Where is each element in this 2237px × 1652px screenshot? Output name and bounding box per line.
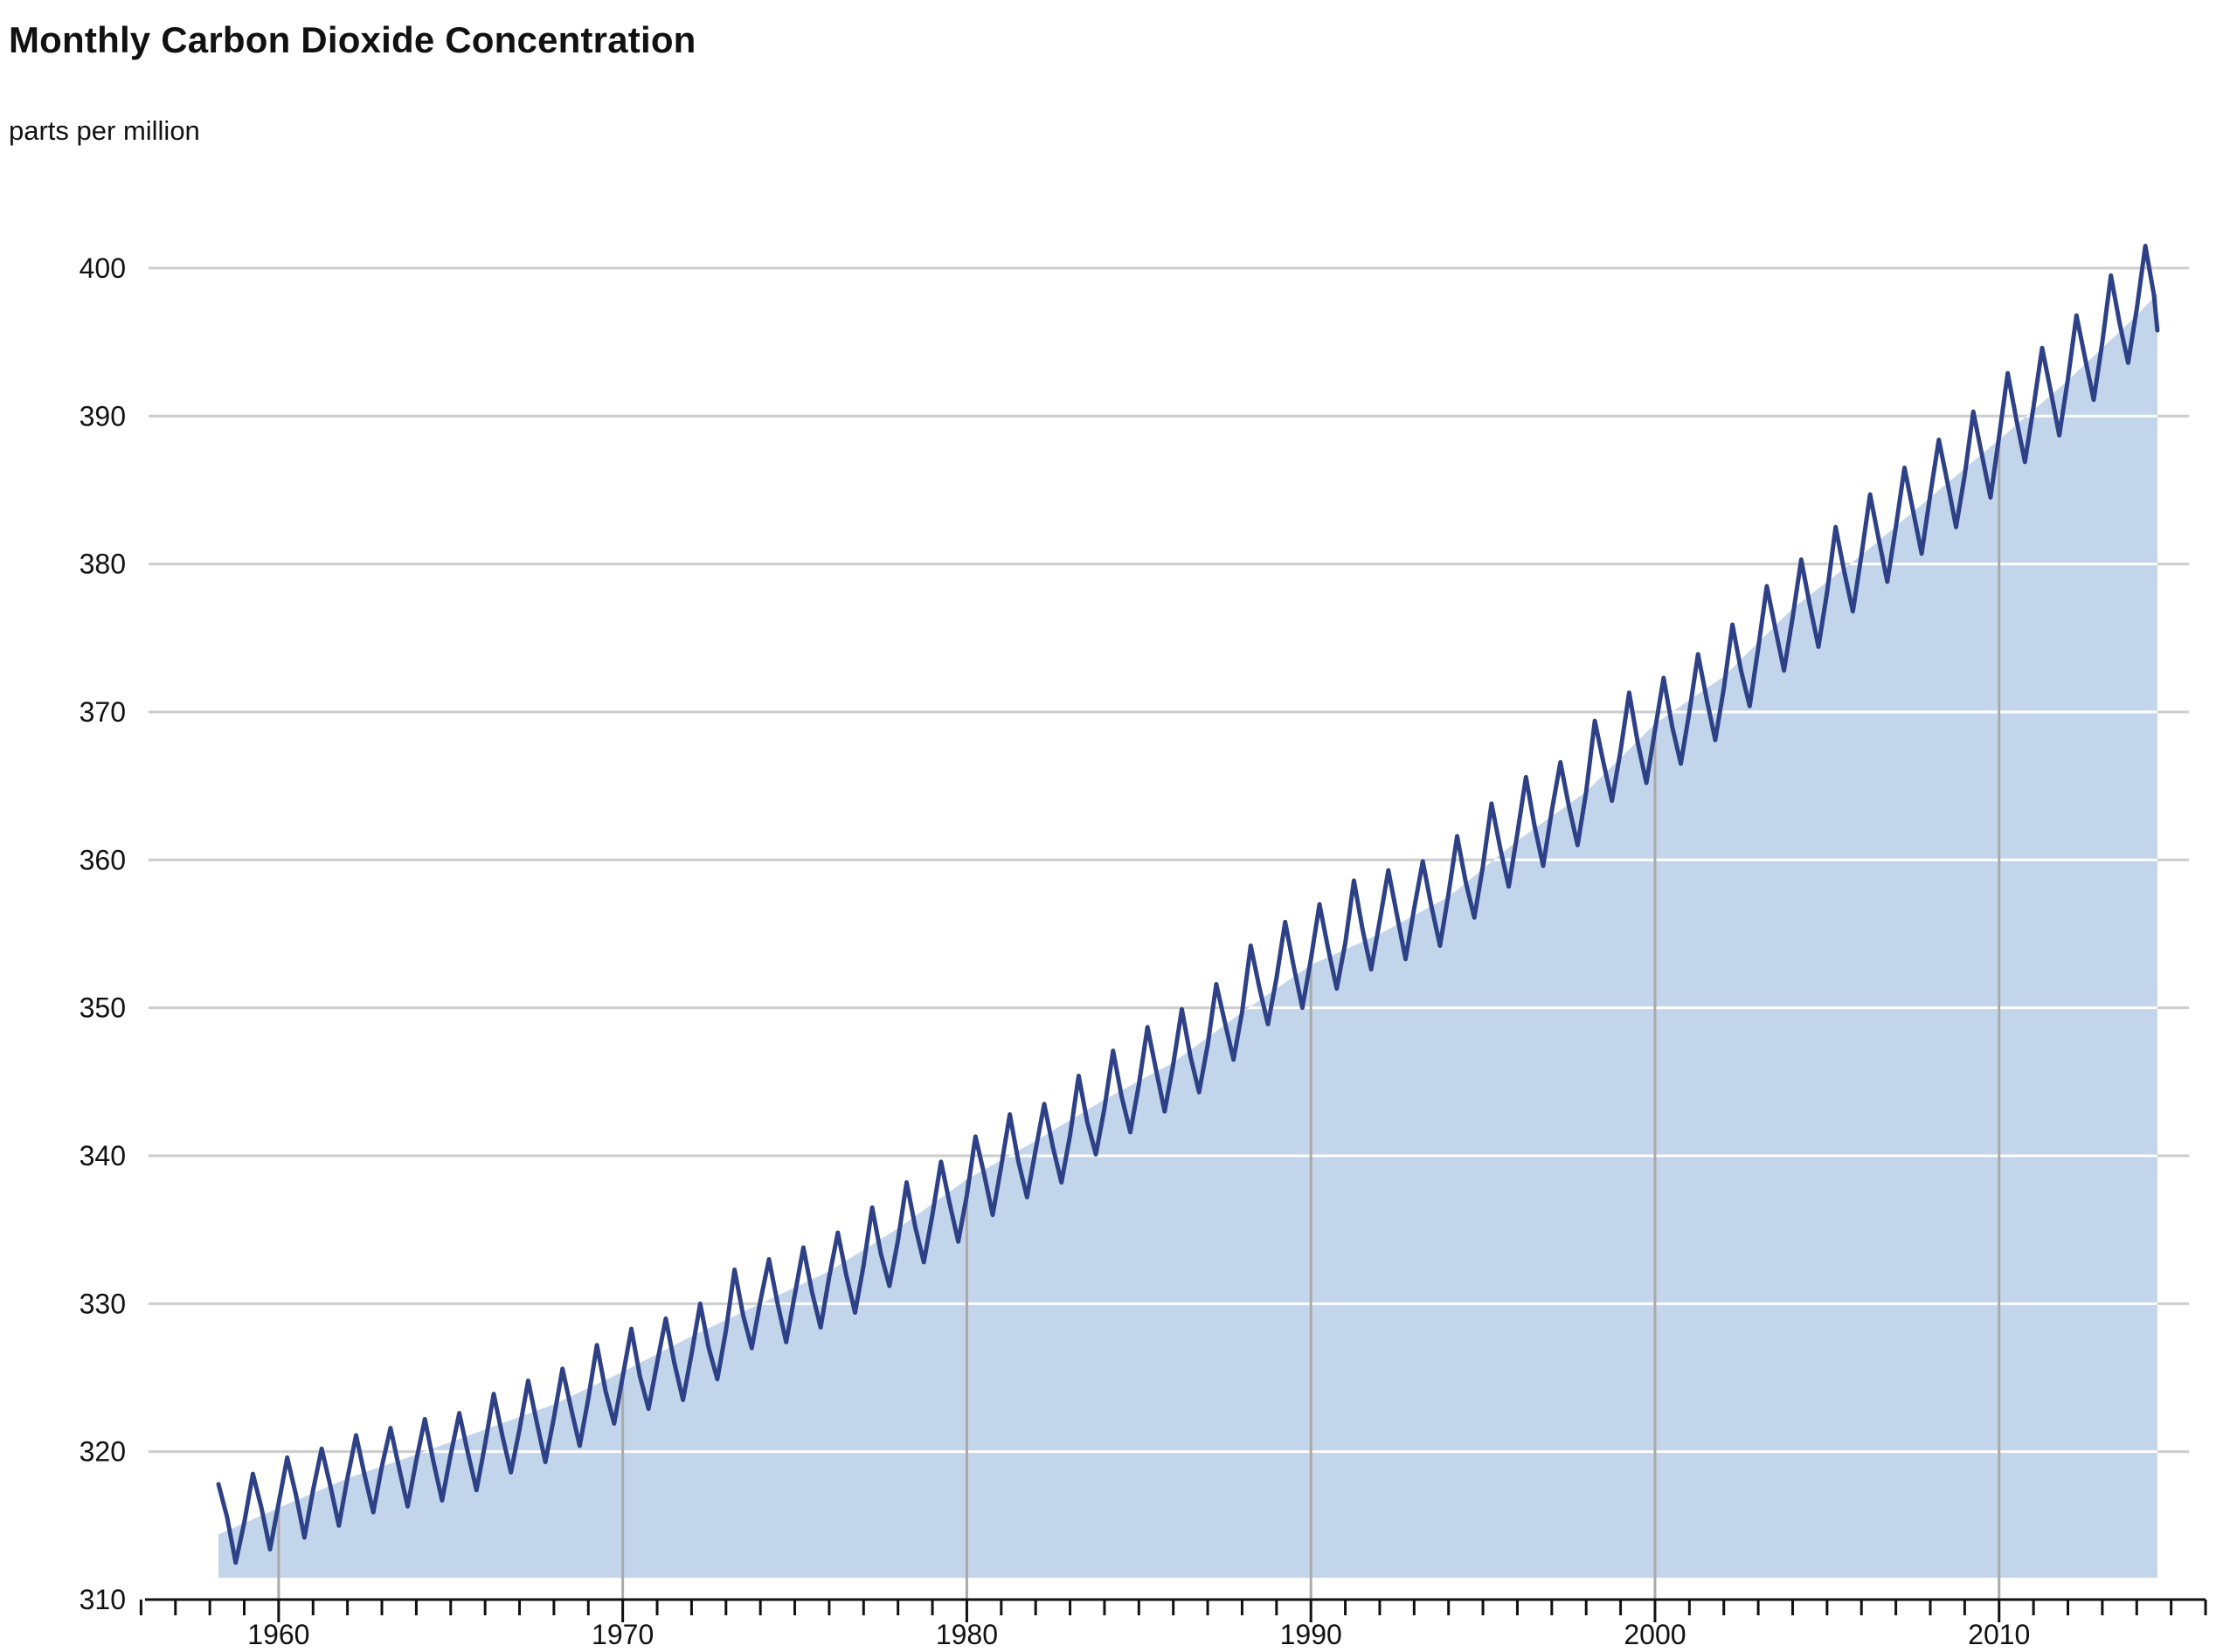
x-tick-label: 1990 — [1280, 1619, 1342, 1650]
concentration-line — [216, 244, 2160, 1566]
x-tick-label: 1970 — [592, 1619, 654, 1650]
x-tick-label: 2010 — [1968, 1619, 2030, 1650]
y-tick-label: 320 — [80, 1436, 126, 1468]
y-tick-label: 400 — [80, 252, 126, 284]
y-tick-label: 310 — [80, 1584, 126, 1615]
y-tick-label: 380 — [80, 549, 126, 580]
y-tick-label: 330 — [80, 1288, 126, 1319]
chart-title: Monthly Carbon Dioxide Concentration — [9, 19, 696, 60]
x-tick-label: 1980 — [936, 1619, 998, 1650]
x-tick-label: 2000 — [1624, 1619, 1686, 1650]
y-tick-label: 340 — [80, 1140, 126, 1172]
x-tick-label: 1960 — [247, 1619, 309, 1650]
y-tick-label: 370 — [80, 696, 126, 728]
chart-subtitle: parts per million — [9, 115, 200, 146]
y-tick-label: 350 — [80, 992, 126, 1024]
concentration-area — [218, 293, 2157, 1579]
y-tick-label: 360 — [80, 844, 126, 875]
y-tick-label: 390 — [80, 400, 126, 432]
